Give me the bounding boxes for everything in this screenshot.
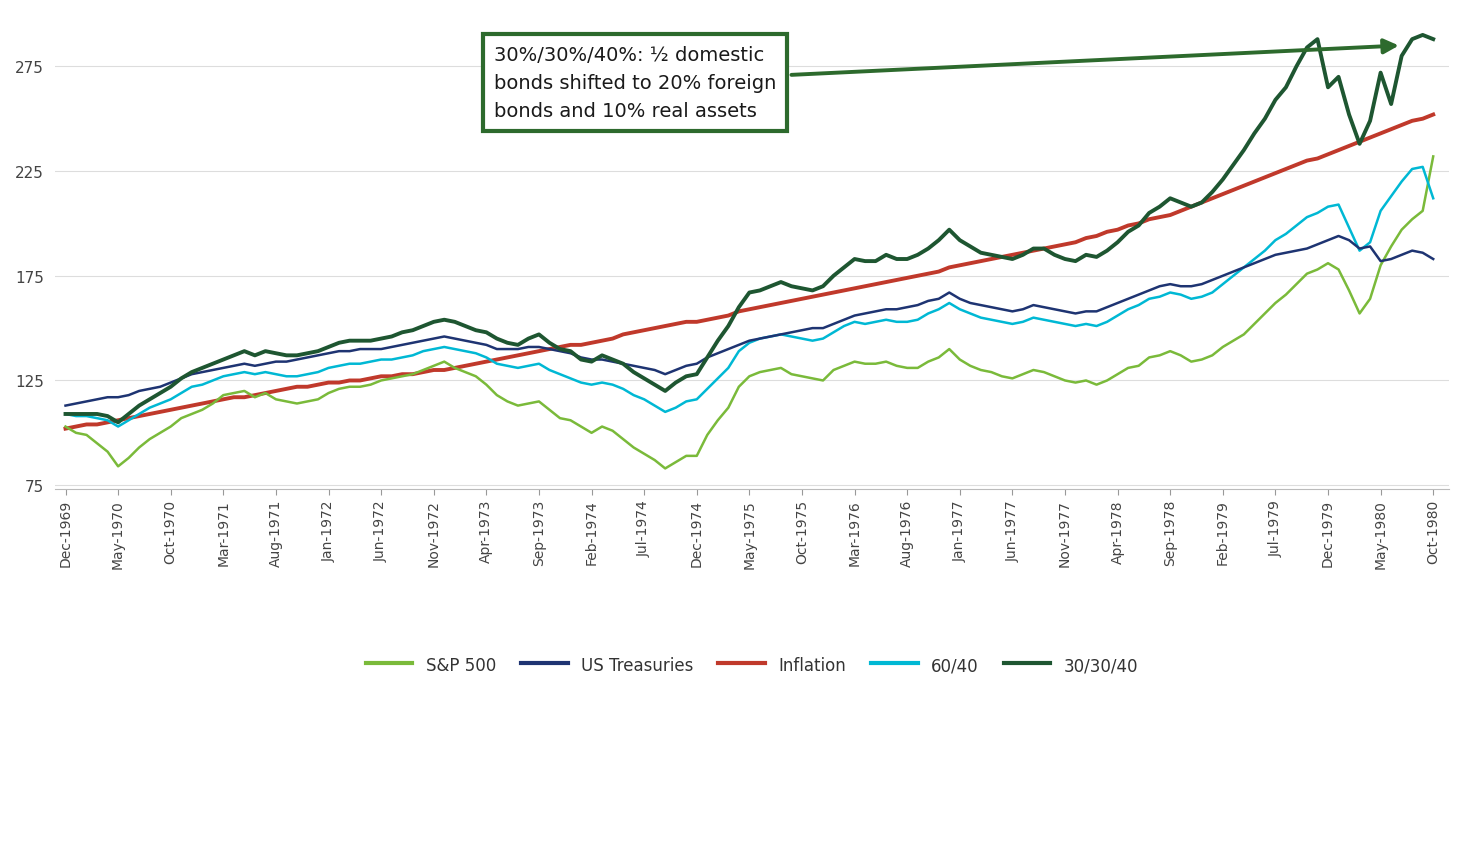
US Treasuries bbox=[1120, 294, 1138, 305]
US Treasuries bbox=[57, 401, 75, 412]
60/40 bbox=[1414, 163, 1432, 173]
30/30/40 bbox=[110, 418, 127, 428]
S&P 500 bbox=[110, 461, 127, 472]
Inflation bbox=[909, 271, 927, 282]
US Treasuries bbox=[110, 393, 127, 403]
S&P 500 bbox=[919, 357, 937, 368]
Inflation bbox=[1120, 221, 1138, 232]
30/30/40 bbox=[761, 282, 779, 292]
S&P 500 bbox=[57, 422, 75, 432]
30/30/40 bbox=[57, 409, 75, 419]
S&P 500 bbox=[1130, 362, 1148, 372]
30/30/40 bbox=[193, 363, 211, 374]
Line: US Treasuries: US Treasuries bbox=[66, 237, 1433, 406]
US Treasuries bbox=[1067, 309, 1085, 319]
60/40 bbox=[57, 409, 75, 419]
Inflation bbox=[57, 424, 75, 434]
60/40 bbox=[603, 380, 621, 390]
Line: 30/30/40: 30/30/40 bbox=[66, 36, 1433, 423]
60/40 bbox=[110, 422, 127, 432]
Inflation bbox=[299, 382, 316, 393]
Line: Inflation: Inflation bbox=[66, 115, 1433, 429]
30/30/40 bbox=[499, 338, 517, 349]
S&P 500 bbox=[656, 464, 673, 474]
Inflation bbox=[110, 416, 127, 426]
30/30/40 bbox=[603, 355, 621, 365]
Inflation bbox=[836, 286, 854, 296]
30/30/40 bbox=[1414, 31, 1432, 41]
30/30/40 bbox=[572, 355, 590, 365]
30/30/40 bbox=[1108, 238, 1126, 248]
US Treasuries bbox=[836, 315, 854, 325]
S&P 500 bbox=[846, 357, 864, 368]
US Treasuries bbox=[1329, 232, 1347, 242]
Inflation bbox=[1067, 238, 1085, 248]
60/40 bbox=[193, 380, 211, 390]
S&P 500 bbox=[299, 397, 316, 407]
S&P 500 bbox=[1424, 152, 1442, 163]
US Treasuries bbox=[299, 353, 316, 363]
60/40 bbox=[572, 378, 590, 388]
Legend: S&P 500, US Treasuries, Inflation, 60/40, 30/30/40: S&P 500, US Treasuries, Inflation, 60/40… bbox=[359, 649, 1145, 681]
US Treasuries bbox=[909, 300, 927, 311]
60/40 bbox=[499, 362, 517, 372]
60/40 bbox=[1108, 311, 1126, 321]
US Treasuries bbox=[1424, 255, 1442, 265]
60/40 bbox=[761, 332, 779, 343]
60/40 bbox=[1424, 194, 1442, 204]
Inflation bbox=[1424, 110, 1442, 121]
S&P 500 bbox=[1078, 376, 1095, 387]
Line: S&P 500: S&P 500 bbox=[66, 158, 1433, 469]
Text: 30%/30%/40%: ½ domestic
bonds shifted to 20% foreign
bonds and 10% real assets: 30%/30%/40%: ½ domestic bonds shifted to… bbox=[495, 41, 1395, 121]
Line: 60/40: 60/40 bbox=[66, 168, 1433, 427]
30/30/40 bbox=[1424, 35, 1442, 46]
